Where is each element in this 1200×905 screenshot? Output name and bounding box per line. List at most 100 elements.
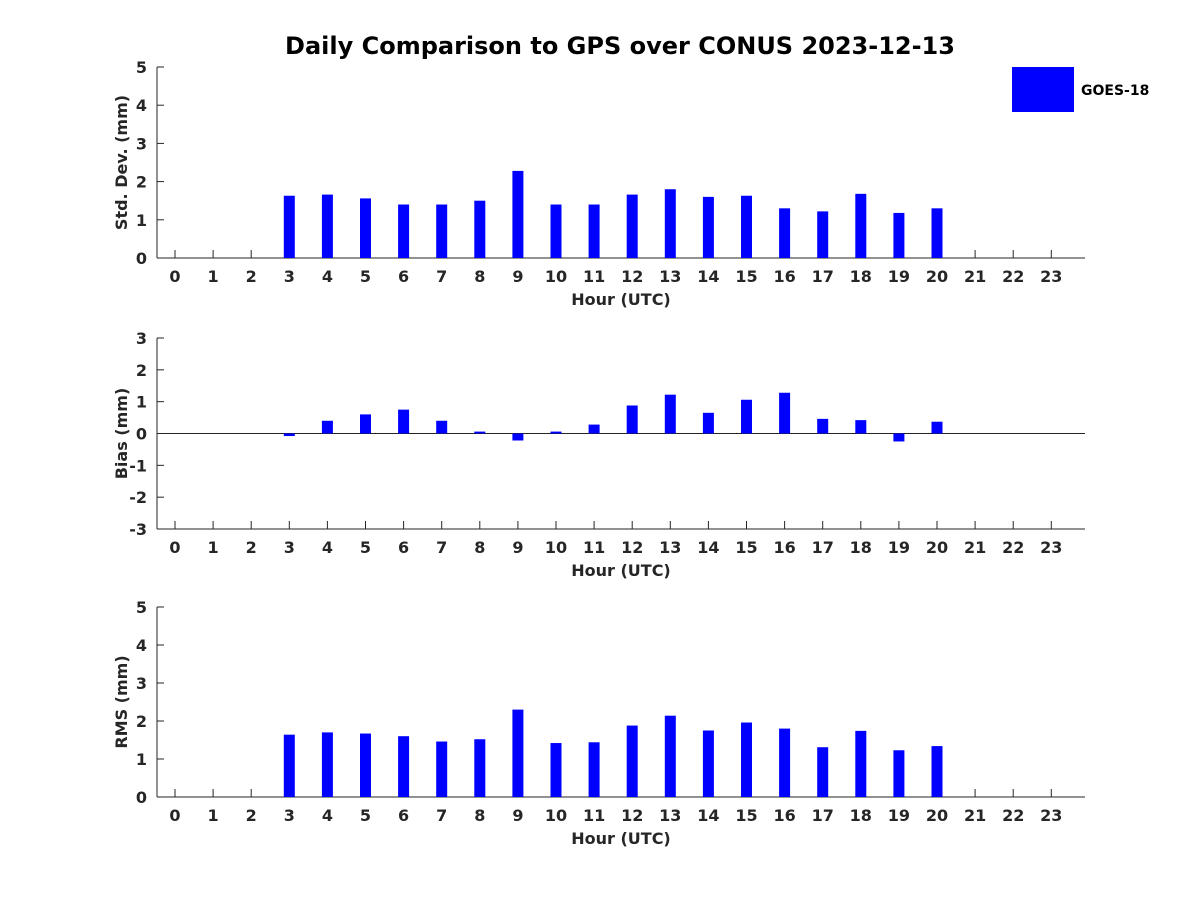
y-tick-label: 2: [136, 712, 147, 731]
x-tick-label: 14: [697, 267, 719, 286]
x-tick-label: 19: [888, 806, 910, 825]
x-tick-label: 5: [360, 267, 371, 286]
bar: [855, 193, 867, 258]
x-tick-label: 16: [773, 806, 795, 825]
x-tick-label: 21: [964, 806, 986, 825]
x-tick-label: 6: [398, 267, 409, 286]
bar: [550, 204, 562, 258]
x-tick-label: 1: [208, 267, 219, 286]
x-tick-label: 23: [1040, 538, 1062, 557]
bar: [283, 195, 295, 258]
bar: [702, 730, 714, 797]
y-tick-label: 0: [136, 249, 147, 268]
bar: [283, 433, 295, 437]
x-tick-label: 17: [812, 806, 834, 825]
x-tick-label: 21: [964, 267, 986, 286]
bar: [626, 725, 638, 797]
bar: [817, 418, 829, 434]
x-tick-label: 22: [1002, 267, 1024, 286]
x-tick-label: 2: [246, 806, 257, 825]
bar: [855, 730, 867, 797]
y-tick-label: 1: [136, 211, 147, 230]
bar: [474, 200, 486, 258]
x-tick-label: 1: [208, 538, 219, 557]
x-tick-label: 9: [512, 538, 523, 557]
bar: [664, 394, 676, 434]
bar: [398, 409, 410, 434]
x-tick-label: 0: [169, 267, 180, 286]
x-tick-label: 12: [621, 267, 643, 286]
bar: [360, 414, 371, 434]
bar: [817, 211, 829, 258]
y-tick-label: 4: [136, 96, 147, 115]
y-axis-label: Bias (mm): [112, 388, 131, 480]
x-tick-label: 23: [1040, 806, 1062, 825]
y-tick-label: 1: [136, 393, 147, 412]
x-tick-label: 9: [512, 806, 523, 825]
x-tick-label: 3: [284, 806, 295, 825]
bar: [588, 204, 600, 258]
y-tick-label: 2: [136, 173, 147, 192]
bar: [664, 189, 676, 258]
bar: [283, 734, 295, 797]
x-tick-label: 5: [360, 806, 371, 825]
x-tick-label: 4: [322, 267, 333, 286]
x-tick-label: 2: [246, 267, 257, 286]
bar: [893, 212, 905, 258]
x-tick-label: 8: [474, 538, 485, 557]
bar: [550, 431, 562, 434]
bar: [321, 732, 333, 797]
bar: [360, 733, 371, 797]
bar: [817, 747, 829, 797]
y-axis-label: RMS (mm): [112, 655, 131, 748]
bar: [779, 728, 791, 797]
x-tick-label: 7: [436, 806, 447, 825]
x-tick-label: 8: [474, 267, 485, 286]
x-tick-label: 14: [697, 538, 719, 557]
bar: [436, 420, 448, 434]
y-tick-label: 5: [136, 598, 147, 617]
y-tick-label: 4: [136, 636, 147, 655]
y-tick-label: 3: [136, 674, 147, 693]
legend-label: GOES-18: [1081, 83, 1149, 99]
bar: [321, 194, 333, 258]
y-tick-label: 0: [136, 788, 147, 807]
x-tick-label: 10: [545, 538, 567, 557]
bar: [588, 424, 600, 434]
bar: [664, 715, 676, 797]
x-tick-label: 22: [1002, 538, 1024, 557]
x-tick-label: 3: [284, 267, 295, 286]
x-tick-label: 15: [735, 806, 757, 825]
x-tick-label: 15: [735, 267, 757, 286]
bar: [360, 198, 371, 258]
bar: [931, 208, 943, 258]
x-tick-label: 4: [322, 806, 333, 825]
y-tick-label: -1: [129, 456, 147, 475]
bar: [474, 431, 486, 434]
bar: [741, 399, 752, 434]
y-tick-label: 3: [136, 134, 147, 153]
x-tick-label: 1: [208, 806, 219, 825]
x-tick-label: 18: [850, 806, 872, 825]
bar: [779, 208, 791, 258]
x-tick-label: 11: [583, 806, 605, 825]
x-tick-label: 20: [926, 538, 948, 557]
x-tick-label: 18: [850, 538, 872, 557]
bar: [626, 405, 638, 434]
x-tick-label: 20: [926, 806, 948, 825]
x-axis-label: Hour (UTC): [571, 290, 671, 309]
bar: [931, 421, 943, 434]
x-tick-label: 12: [621, 806, 643, 825]
x-tick-label: 0: [169, 806, 180, 825]
x-tick-label: 6: [398, 806, 409, 825]
legend-swatch: [1012, 67, 1074, 112]
bar: [893, 750, 905, 797]
y-tick-label: 5: [136, 58, 147, 77]
x-tick-label: 23: [1040, 267, 1062, 286]
chart-title: Daily Comparison to GPS over CONUS 2023-…: [285, 32, 955, 60]
x-tick-label: 16: [773, 267, 795, 286]
